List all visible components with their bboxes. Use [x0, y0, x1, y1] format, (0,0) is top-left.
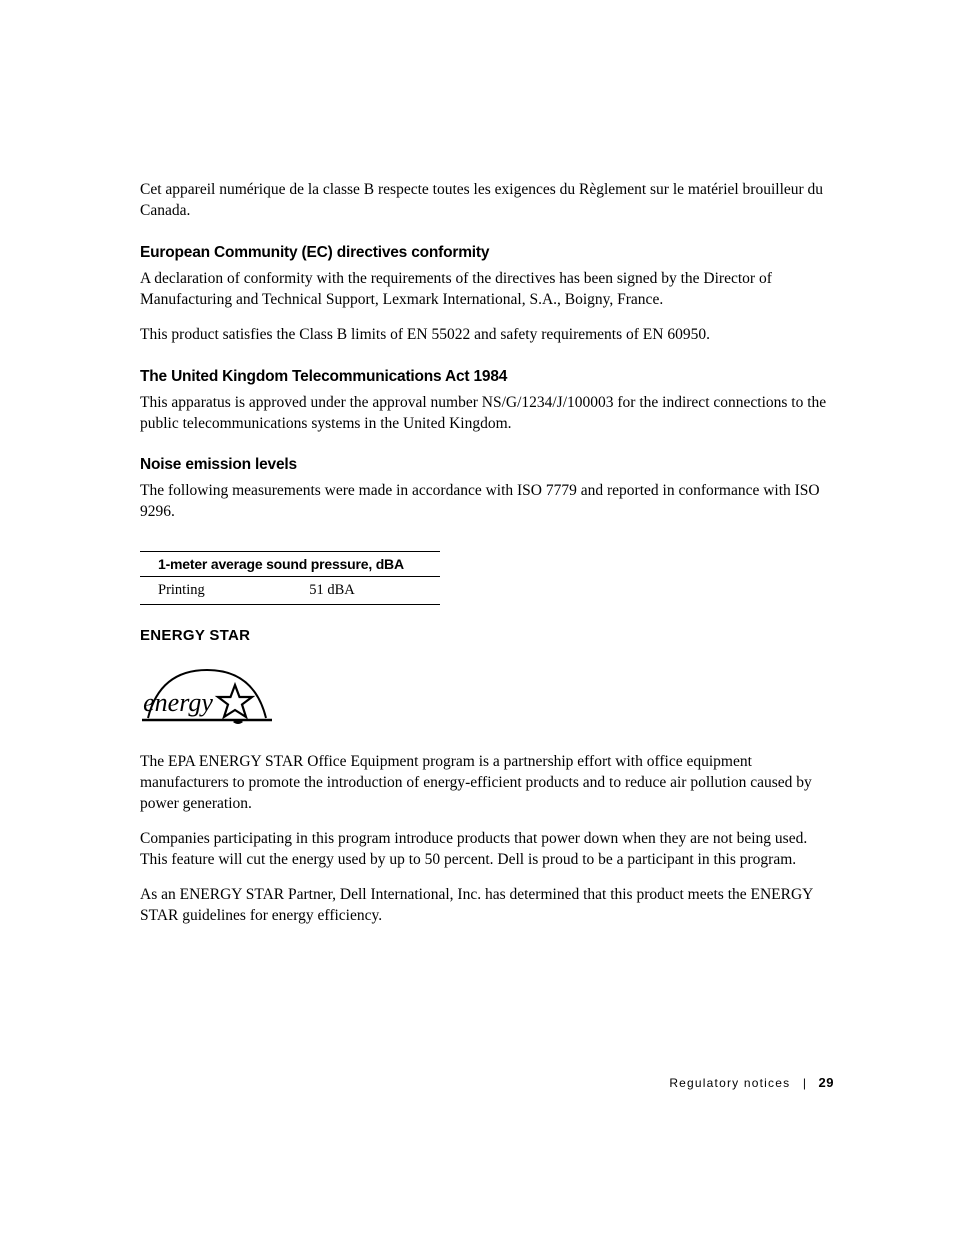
- footer-divider: |: [803, 1076, 806, 1090]
- heading-uk: The United Kingdom Telecommunications Ac…: [140, 368, 834, 386]
- table-cell-label: Printing: [140, 577, 287, 605]
- energy-star-logo-icon: energy: [140, 658, 275, 733]
- table-cell-value: 51 dBA: [287, 577, 440, 605]
- noise-table: 1-meter average sound pressure, dBA Prin…: [140, 551, 834, 605]
- paragraph-noise-1: The following measurements were made in …: [140, 481, 834, 523]
- heading-noise: Noise emission levels: [140, 456, 834, 474]
- paragraph-ec-1: A declaration of conformity with the req…: [140, 269, 834, 311]
- energy-star-logo-wrap: energy: [140, 658, 834, 738]
- table-header-row: 1-meter average sound pressure, dBA: [140, 552, 440, 577]
- heading-ec: European Community (EC) directives confo…: [140, 244, 834, 262]
- svg-text:energy: energy: [143, 688, 213, 717]
- page-footer: Regulatory notices | 29: [669, 1075, 834, 1090]
- paragraph-ec-2: This product satisfies the Class B limit…: [140, 325, 834, 346]
- paragraph-intro-fr: Cet appareil numérique de la classe B re…: [140, 180, 834, 222]
- footer-page-number: 29: [819, 1075, 834, 1090]
- document-page: Cet appareil numérique de la classe B re…: [0, 0, 954, 927]
- footer-section-label: Regulatory notices: [669, 1076, 790, 1090]
- paragraph-es-1: The EPA ENERGY STAR Office Equipment pro…: [140, 752, 834, 815]
- paragraph-es-3: As an ENERGY STAR Partner, Dell Internat…: [140, 885, 834, 927]
- paragraph-uk-1: This apparatus is approved under the app…: [140, 393, 834, 435]
- paragraph-es-2: Companies participating in this program …: [140, 829, 834, 871]
- heading-energy-star: ENERGY STAR: [140, 627, 834, 644]
- table-header-cell: 1-meter average sound pressure, dBA: [140, 552, 440, 577]
- table-row: Printing 51 dBA: [140, 577, 440, 605]
